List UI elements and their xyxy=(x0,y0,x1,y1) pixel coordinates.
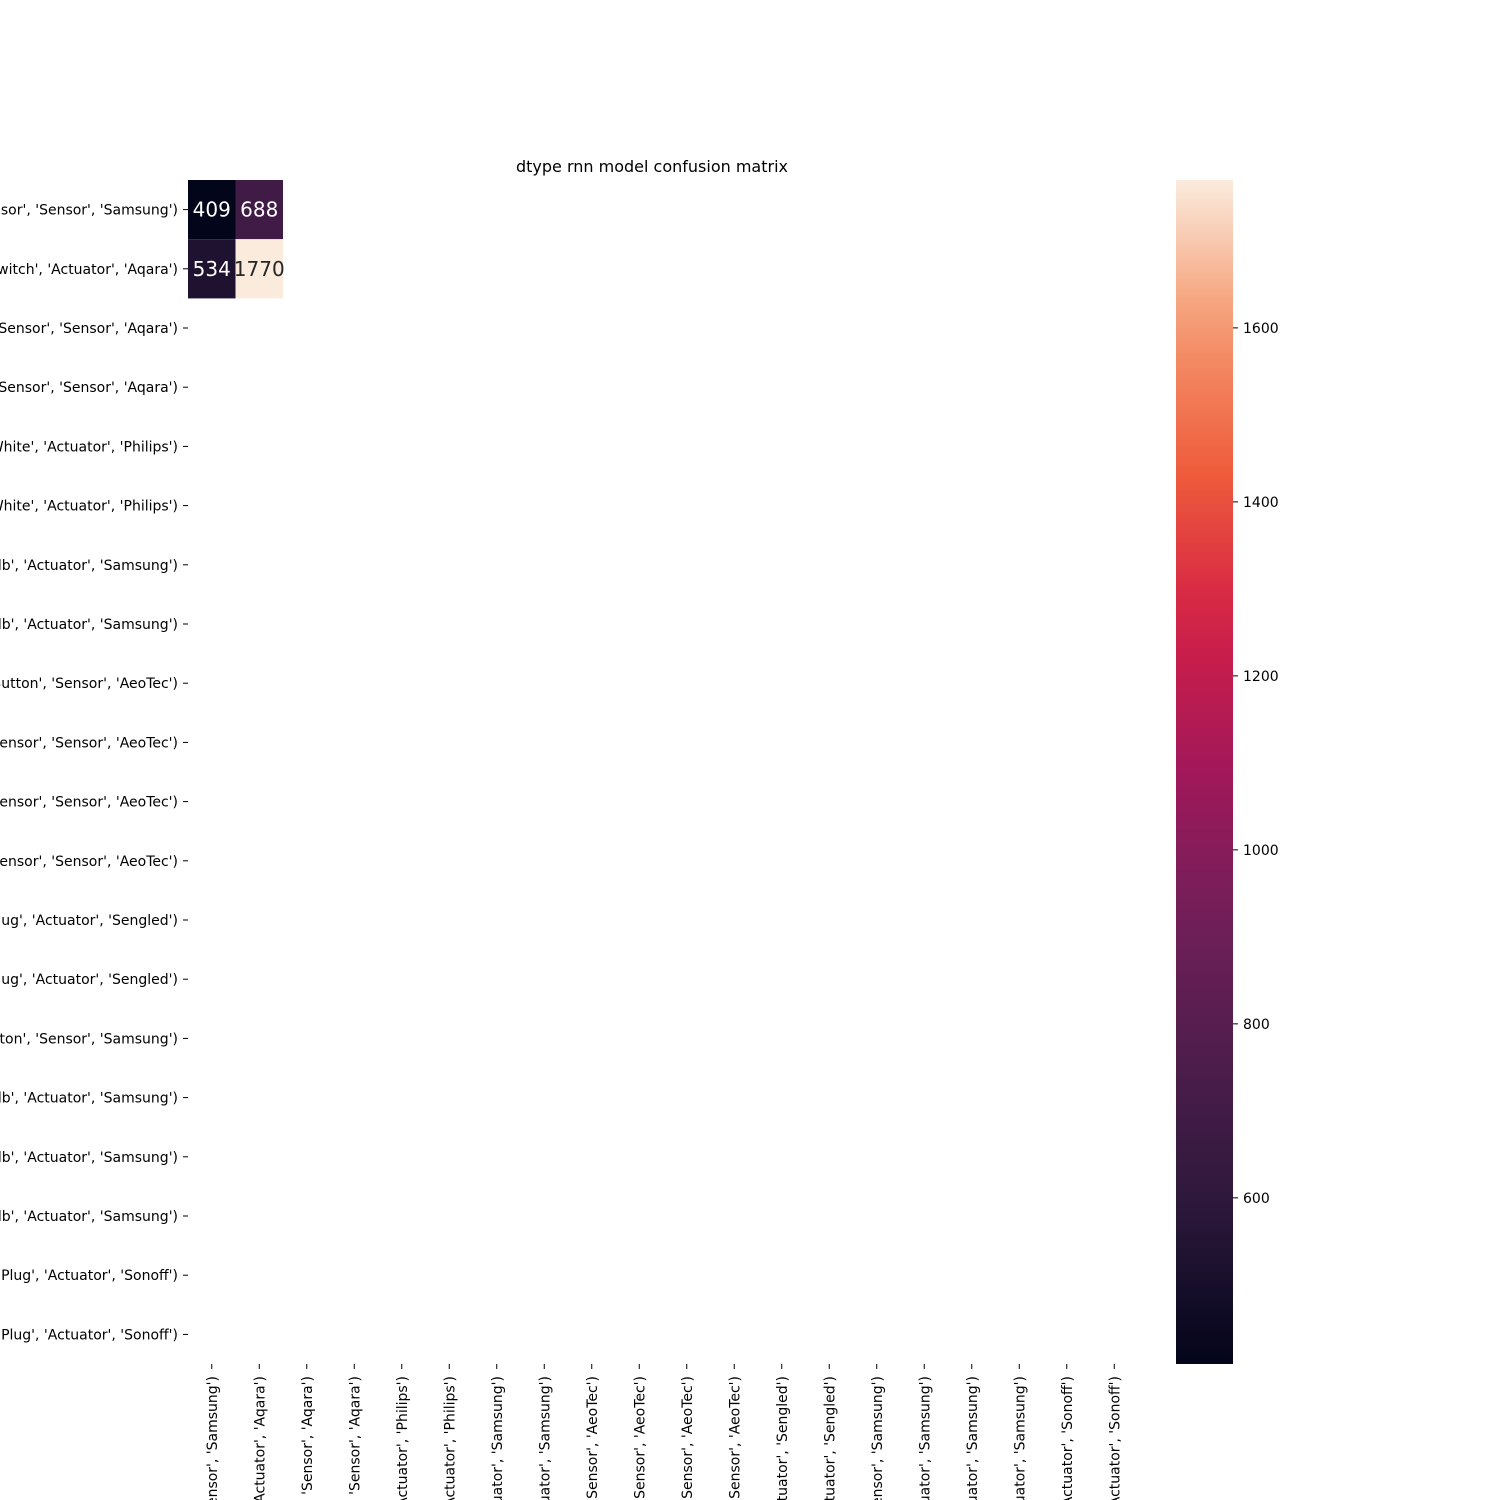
x-tick-label: sor', 'Sensor', 'Aqara') xyxy=(347,1376,363,1500)
x-axis-ticks: ', 'Sensor', 'Samsung') ch', 'Actuator', … xyxy=(205,1364,1123,1500)
y-tick-label: ensor', 'Sensor', 'AeoTec') xyxy=(0,735,178,751)
y-tick-label: sor', 'Sensor', 'Samsung') xyxy=(1,203,178,219)
colorbar-tick-label: 1000 xyxy=(1243,843,1279,859)
x-tick-label: ', 'Actuator', 'Sengled') xyxy=(775,1376,791,1500)
x-tick-label: ', 'Sensor', 'Samsung') xyxy=(870,1376,886,1500)
y-tick-label: ensor', 'Sensor', 'AeoTec') xyxy=(0,795,178,811)
y-tick-label: Button', 'Sensor', 'AeoTec') xyxy=(0,676,178,692)
y-tick-label: lb', 'Actuator', 'Samsung') xyxy=(0,1150,178,1166)
y-tick-label: lb', 'Actuator', 'Samsung') xyxy=(0,1091,178,1107)
y-tick-label: witch', 'Actuator', 'Aqara') xyxy=(0,262,178,278)
colorbar-gradient xyxy=(1176,180,1233,1364)
x-tick-label: e', 'Actuator', 'Philips') xyxy=(395,1376,411,1500)
x-tick-label: g', 'Actuator', 'Sonoff') xyxy=(1060,1376,1076,1500)
x-tick-label: ', 'Sensor', 'Samsung') xyxy=(205,1376,221,1500)
x-tick-label: 'Actuator', 'Samsung') xyxy=(490,1376,506,1500)
cell-value-label: 409 xyxy=(193,198,231,222)
x-tick-label: sor', 'Sensor', 'AeoTec') xyxy=(727,1376,743,1500)
y-axis-ticks: sor', 'Sensor', 'Samsung') witch', 'Actua… xyxy=(0,203,188,1343)
x-tick-label: g', 'Actuator', 'Sonoff') xyxy=(1107,1376,1123,1500)
y-tick-label: Plug', 'Actuator', 'Sonoff') xyxy=(1,1327,178,1343)
chart-title: dtype rnn model confusion matrix xyxy=(516,157,788,176)
y-tick-label: White', 'Actuator', 'Philips') xyxy=(0,499,178,515)
x-tick-label: 'Actuator', 'Samsung') xyxy=(917,1376,933,1500)
heatmap-cell xyxy=(235,239,283,299)
colorbar-tick-label: 800 xyxy=(1243,1017,1270,1033)
y-tick-label: ton', 'Sensor', 'Samsung') xyxy=(0,1031,178,1047)
y-tick-label: White', 'Actuator', 'Philips') xyxy=(0,439,178,455)
x-tick-label: ', 'Actuator', 'Sengled') xyxy=(822,1376,838,1500)
colorbar-tick-label: 1400 xyxy=(1243,495,1279,511)
colorbar-tick-label: 600 xyxy=(1243,1191,1270,1207)
x-tick-label: ch', 'Actuator', 'Aqara') xyxy=(252,1376,268,1500)
x-tick-label: 'Actuator', 'Samsung') xyxy=(537,1376,553,1500)
cell-value-label: 688 xyxy=(240,198,278,222)
colorbar: 600 800 1000 1200 1400 1600 xyxy=(1176,180,1279,1364)
heatmap-cell xyxy=(188,180,236,240)
y-tick-label: Plug', 'Actuator', 'Sonoff') xyxy=(1,1268,178,1284)
heatmap-cell xyxy=(188,239,236,299)
x-tick-label: sor', 'Sensor', 'Aqara') xyxy=(300,1376,316,1500)
y-tick-label: lug', 'Actuator', 'Sengled') xyxy=(0,972,178,988)
x-tick-label: 'Actuator', 'Samsung') xyxy=(965,1376,981,1500)
y-tick-label: lb', 'Actuator', 'Samsung') xyxy=(0,558,178,574)
y-tick-label: lb', 'Actuator', 'Samsung') xyxy=(0,617,178,633)
y-tick-label: lb', 'Actuator', 'Samsung') xyxy=(0,1209,178,1225)
y-tick-label: lug', 'Actuator', 'Sengled') xyxy=(0,913,178,929)
colorbar-tick-label: 1600 xyxy=(1243,321,1279,337)
heatmap-cell-labels: 409 688 534 1770 xyxy=(193,198,285,281)
x-tick-label: sor', 'Sensor', 'AeoTec') xyxy=(632,1376,648,1500)
heatmap-cells xyxy=(188,180,283,299)
y-tick-label: ensor', 'Sensor', 'AeoTec') xyxy=(0,854,178,870)
heatmap-cell xyxy=(235,180,283,240)
cell-value-label: 1770 xyxy=(234,257,285,281)
x-tick-label: on', 'Sensor', 'AeoTec') xyxy=(585,1376,601,1500)
x-tick-label: sor', 'Sensor', 'AeoTec') xyxy=(680,1376,696,1500)
colorbar-tick-label: 1200 xyxy=(1243,669,1279,685)
y-tick-label: Sensor', 'Sensor', 'Aqara') xyxy=(0,380,178,396)
x-tick-label: 'Actuator', 'Samsung') xyxy=(1012,1376,1028,1500)
y-tick-label: Sensor', 'Sensor', 'Aqara') xyxy=(0,321,178,337)
cell-value-label: 534 xyxy=(193,257,231,281)
x-tick-label: e', 'Actuator', 'Philips') xyxy=(442,1376,458,1500)
